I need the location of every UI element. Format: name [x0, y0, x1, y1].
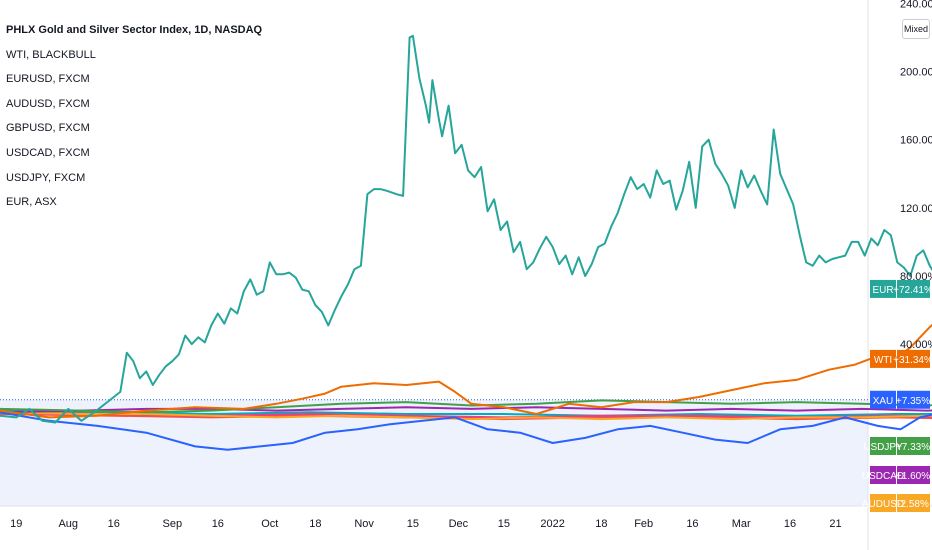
y-tick-label: 200.00% — [900, 67, 932, 79]
x-tick-label: Aug — [58, 518, 78, 530]
series-line-eur — [0, 34, 932, 424]
legend-main-symbol[interactable]: PHLX Gold and Silver Sector Index, 1D, N… — [6, 24, 263, 36]
series-legend: PHLX Gold and Silver Sector Index, 1D, N… — [6, 18, 262, 215]
x-tick-label: Mar — [732, 518, 751, 530]
last-value-symbol: XAU — [873, 396, 894, 407]
last-value-percent: -2.58% — [897, 499, 929, 510]
y-tick-label: 160.00% — [900, 135, 932, 147]
last-value-tag-wti: WTI +31.34% — [870, 349, 932, 368]
series-line-extra-00acc1 — [0, 409, 932, 417]
legend-usdcad[interactable]: USDCAD, FXCM — [6, 146, 90, 159]
last-value-symbol: AUDUSD — [862, 499, 904, 510]
last-value-percent: +31.34% — [893, 355, 932, 366]
y-tick-label: 40.00% — [900, 339, 932, 351]
last-value-tag-eur: EUR +72.41% — [870, 279, 932, 298]
legend-eur[interactable]: EUR, ASX — [6, 196, 57, 209]
last-value-tag-xau: XAU +7.35% — [870, 390, 930, 409]
x-tick-label: Sep — [163, 518, 183, 530]
legend-audusd[interactable]: AUDUSD, FXCM — [6, 97, 90, 110]
series-line-audusd — [0, 411, 932, 421]
last-value-tag-usdjpy: USDJPY+7.33% — [863, 437, 930, 455]
legend-gbpusd[interactable]: GBPUSD, FXCM — [6, 122, 90, 135]
last-value-percent: +72.41% — [893, 285, 932, 296]
scale-mode-button[interactable]: Mixed — [902, 19, 930, 39]
x-tick-label: 21 — [829, 518, 841, 530]
x-tick-label: 16 — [784, 518, 796, 530]
series-line-usdcad — [0, 406, 932, 414]
x-tick-label: 16 — [108, 518, 120, 530]
last-value-symbol: USDCAD — [862, 471, 904, 482]
last-value-percent: +1.60% — [896, 471, 930, 482]
series-line-xau — [0, 411, 932, 451]
last-value-symbol: WTI — [874, 355, 892, 366]
y-tick-label: 240.00% — [900, 0, 932, 10]
y-tick-label: 120.00% — [900, 203, 932, 215]
last-value-tag-usdcad: USDCAD+1.60% — [862, 466, 930, 484]
x-tick-label: 15 — [498, 518, 510, 530]
last-value-percent: +7.35% — [896, 396, 930, 407]
x-tick-label: Dec — [449, 518, 469, 530]
x-tick-label: 16 — [212, 518, 224, 530]
x-tick-label: 18 — [309, 518, 321, 530]
x-tick-label: 18 — [595, 518, 607, 530]
legend-wti[interactable]: WTI, BLACKBULL — [6, 48, 96, 61]
x-tick-label: Nov — [354, 518, 374, 530]
series-line-wti — [0, 323, 932, 419]
legend-usdjpy[interactable]: USDJPY, FXCM — [6, 171, 86, 184]
x-tick-label: 19 — [10, 518, 22, 530]
x-tick-label: 16 — [686, 518, 698, 530]
last-value-percent: +7.33% — [896, 442, 930, 453]
last-value-symbol: USDJPY — [863, 442, 903, 453]
x-tick-label: Oct — [261, 518, 278, 530]
last-value-symbol: EUR — [872, 285, 893, 296]
x-tick-label: Feb — [634, 518, 653, 530]
last-value-tag-audusd: AUDUSD-2.58% — [862, 494, 930, 512]
x-tick-label: 2022 — [540, 518, 564, 530]
x-tick-label: 15 — [407, 518, 419, 530]
legend-eurusd[interactable]: EURUSD, FXCM — [6, 73, 90, 86]
